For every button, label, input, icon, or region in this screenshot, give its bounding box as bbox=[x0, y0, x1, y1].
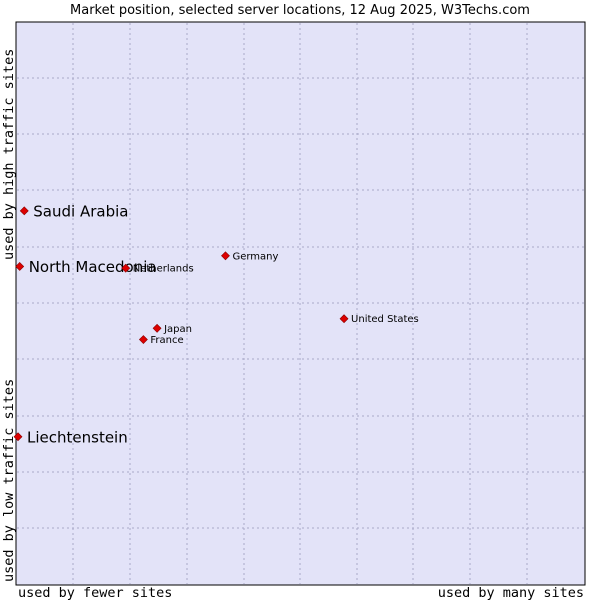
point-marker-france bbox=[138, 335, 148, 344]
point-marker-united-states bbox=[339, 314, 349, 324]
x-axis-label-right: used by many sites bbox=[438, 585, 584, 600]
point-label-japan: Japan bbox=[163, 324, 192, 335]
point-marker-liechtenstein bbox=[13, 432, 23, 442]
point-marker-japan bbox=[152, 323, 162, 333]
point-label-netherlands: Netherlands bbox=[133, 264, 194, 275]
grid bbox=[17, 23, 584, 584]
point-label-france: France bbox=[150, 335, 183, 346]
y-axis-label-bottom: used by low traffic sites bbox=[1, 379, 17, 582]
x-axis-label-left: used by fewer sites bbox=[18, 585, 172, 600]
point-label-united-states: United States bbox=[351, 314, 419, 325]
chart-title: Market position, selected server locatio… bbox=[70, 3, 530, 18]
point-label-saudi-arabia: Saudi Arabia bbox=[33, 202, 128, 220]
y-axis-label-top: used by high traffic sites bbox=[1, 49, 17, 260]
point-marker-saudi-arabia bbox=[19, 206, 29, 216]
point-marker-netherlands bbox=[121, 263, 131, 273]
point-label-germany: Germany bbox=[232, 251, 278, 262]
point-marker-germany bbox=[221, 251, 230, 261]
point-label-liechtenstein: Liechtenstein bbox=[27, 428, 128, 446]
point-marker-north-macedonia bbox=[15, 262, 25, 271]
